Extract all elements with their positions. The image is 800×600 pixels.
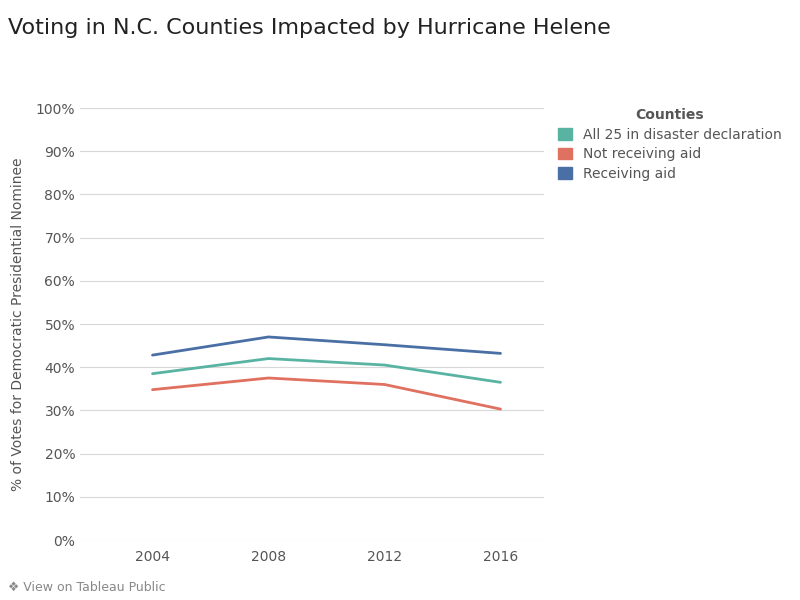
Receiving aid	[264, 334, 274, 341]
Line: Receiving aid: Receiving aid	[153, 337, 501, 355]
All 25 in disaster declaration	[148, 370, 158, 377]
Not receiving aid	[380, 381, 390, 388]
Receiving aid	[496, 350, 506, 357]
Receiving aid	[380, 341, 390, 349]
Y-axis label: % of Votes for Democratic Presidential Nominee: % of Votes for Democratic Presidential N…	[10, 157, 25, 491]
Receiving aid	[148, 352, 158, 359]
Line: Not receiving aid: Not receiving aid	[153, 378, 501, 409]
Not receiving aid	[148, 386, 158, 393]
All 25 in disaster declaration	[264, 355, 274, 362]
Not receiving aid	[264, 374, 274, 382]
All 25 in disaster declaration	[496, 379, 506, 386]
Text: ❖ View on Tableau Public: ❖ View on Tableau Public	[8, 581, 166, 594]
Line: All 25 in disaster declaration: All 25 in disaster declaration	[153, 359, 501, 382]
Legend: All 25 in disaster declaration, Not receiving aid, Receiving aid: All 25 in disaster declaration, Not rece…	[558, 108, 782, 181]
All 25 in disaster declaration	[380, 361, 390, 368]
Not receiving aid	[496, 406, 506, 413]
Text: Voting in N.C. Counties Impacted by Hurricane Helene: Voting in N.C. Counties Impacted by Hurr…	[8, 18, 610, 38]
